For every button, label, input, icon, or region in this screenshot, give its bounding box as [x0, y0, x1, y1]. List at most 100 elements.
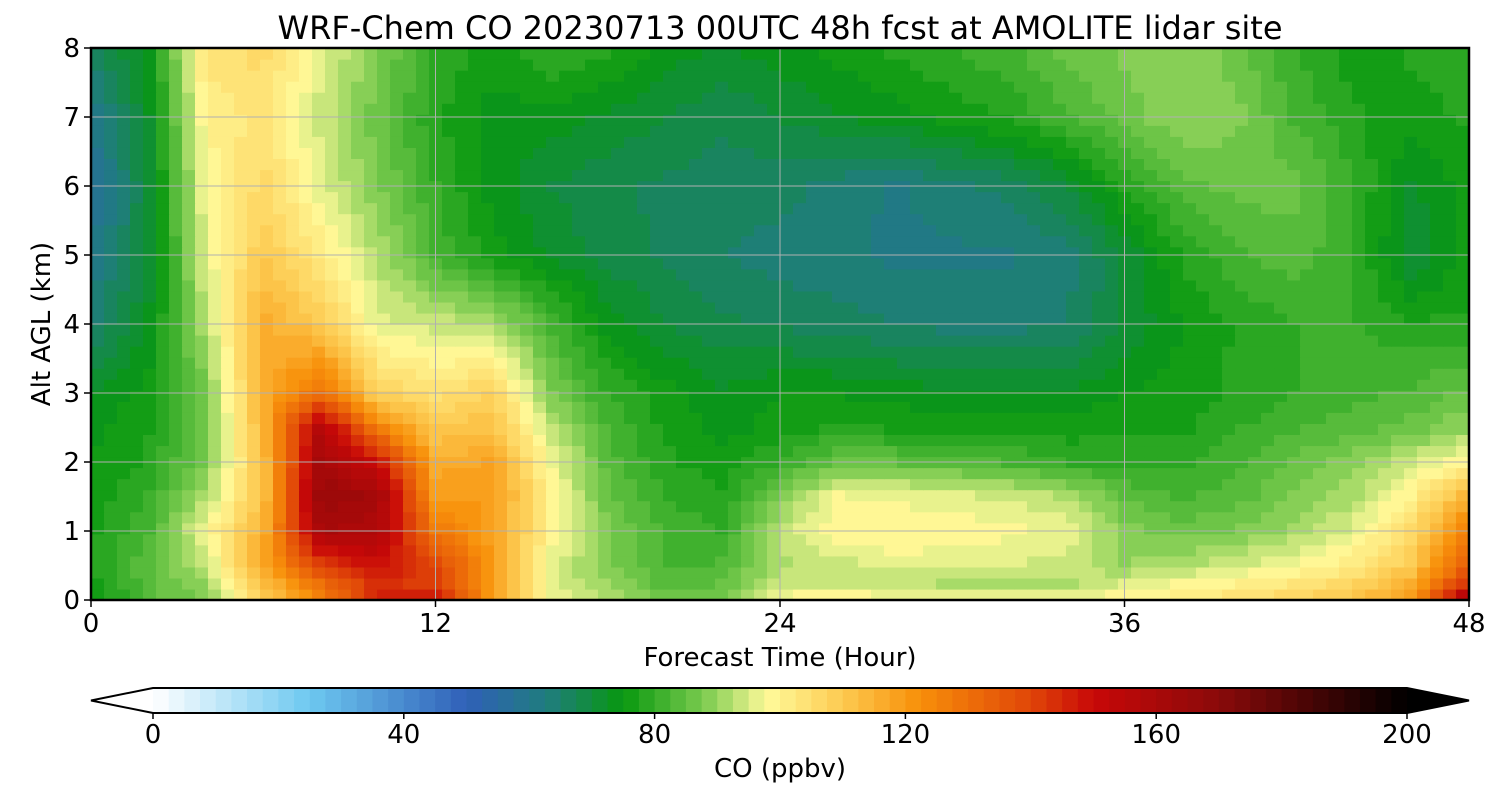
heatmap-cell: [260, 379, 274, 391]
heatmap-cell: [403, 136, 417, 148]
heatmap-cell: [325, 357, 339, 369]
heatmap-cell: [702, 279, 716, 292]
heatmap-cell: [377, 401, 391, 413]
heatmap-cell: [312, 511, 326, 524]
heatmap-cell: [403, 533, 417, 546]
heatmap-cell: [988, 268, 1002, 281]
heatmap-cell: [715, 169, 729, 182]
heatmap-cell: [1300, 544, 1314, 557]
heatmap-cell: [91, 136, 105, 148]
heatmap-cell: [1092, 555, 1106, 568]
heatmap-cell: [364, 368, 378, 380]
heatmap-cell: [1326, 147, 1340, 159]
heatmap-cell: [1430, 511, 1444, 524]
heatmap-cell: [715, 81, 729, 93]
heatmap-cell: [91, 555, 105, 568]
heatmap-cell: [260, 81, 274, 93]
heatmap-cell: [416, 235, 430, 248]
heatmap-cell: [351, 445, 365, 458]
heatmap-cell: [1079, 577, 1093, 590]
heatmap-cell: [442, 92, 456, 104]
heatmap-cell: [702, 445, 716, 458]
heatmap-cell: [1300, 588, 1314, 601]
heatmap-cell: [1339, 81, 1353, 93]
heatmap-cell: [962, 588, 976, 601]
heatmap-cell: [104, 257, 118, 270]
heatmap-cell: [1131, 224, 1145, 237]
heatmap-cell: [1105, 500, 1119, 513]
heatmap-cell: [104, 125, 118, 137]
heatmap-cell: [767, 368, 781, 380]
heatmap-cell: [143, 412, 157, 424]
heatmap-cell: [455, 533, 469, 546]
heatmap-cell: [1326, 401, 1340, 413]
heatmap-cell: [260, 467, 274, 480]
heatmap-cell: [806, 158, 820, 171]
heatmap-cell: [988, 169, 1002, 182]
heatmap-cell: [1196, 357, 1210, 369]
heatmap-cell: [1027, 368, 1041, 380]
heatmap-cell: [624, 346, 638, 358]
heatmap-cell: [1040, 368, 1054, 380]
heatmap-cell: [1430, 290, 1444, 303]
heatmap-cell: [1040, 566, 1054, 579]
heatmap-cell: [286, 588, 300, 601]
heatmap-cell: [1326, 423, 1340, 435]
heatmap-cell: [598, 566, 612, 579]
heatmap-cell: [1300, 125, 1314, 137]
heatmap-cell: [468, 346, 482, 358]
heatmap-cell: [442, 246, 456, 259]
heatmap-cell: [195, 335, 209, 347]
heatmap-cell: [1183, 500, 1197, 513]
heatmap-cell: [377, 522, 391, 535]
heatmap-cell: [325, 346, 339, 358]
heatmap-cell: [598, 500, 612, 513]
heatmap-cell: [1209, 467, 1223, 480]
heatmap-cell: [299, 368, 313, 380]
heatmap-cell: [897, 555, 911, 568]
heatmap-cell: [741, 522, 755, 535]
heatmap-cell: [1404, 335, 1418, 347]
heatmap-cell: [715, 555, 729, 568]
heatmap-cell: [780, 125, 794, 137]
heatmap-cell: [403, 147, 417, 159]
heatmap-cell: [1040, 169, 1054, 182]
heatmap-cell: [949, 588, 963, 601]
heatmap-cell: [559, 191, 573, 204]
heatmap-cell: [468, 368, 482, 380]
heatmap-cell: [260, 103, 274, 115]
heatmap-cell: [442, 224, 456, 237]
heatmap-cell: [975, 335, 989, 347]
heatmap-cell: [169, 445, 183, 458]
heatmap-cell: [104, 103, 118, 115]
heatmap-cell: [1131, 125, 1145, 137]
heatmap-cell: [1105, 346, 1119, 358]
heatmap-cell: [468, 81, 482, 93]
heatmap-cell: [949, 224, 963, 237]
heatmap-cell: [1313, 191, 1327, 204]
heatmap-cell: [195, 70, 209, 82]
heatmap-cell: [1235, 434, 1249, 447]
heatmap-cell: [390, 312, 404, 325]
heatmap-cell: [741, 412, 755, 424]
heatmap-cell: [598, 346, 612, 358]
heatmap-cell: [1261, 224, 1275, 237]
heatmap-cell: [1131, 478, 1145, 491]
heatmap-cell: [1287, 290, 1301, 303]
heatmap-cell: [1196, 136, 1210, 148]
heatmap-cell: [1170, 312, 1184, 325]
heatmap-cell: [1261, 81, 1275, 93]
heatmap-cell: [1352, 114, 1366, 126]
heatmap-cell: [325, 401, 339, 413]
heatmap-cell: [858, 379, 872, 391]
heatmap-cell: [377, 390, 391, 402]
heatmap-cell: [975, 500, 989, 513]
heatmap-cell: [1326, 434, 1340, 447]
heatmap-cell: [1222, 235, 1236, 248]
heatmap-cell: [598, 489, 612, 502]
heatmap-cell: [1001, 566, 1015, 579]
heatmap-cell: [624, 147, 638, 159]
heatmap-cell: [260, 224, 274, 237]
heatmap-cell: [338, 434, 352, 447]
heatmap-cell: [1144, 478, 1158, 491]
